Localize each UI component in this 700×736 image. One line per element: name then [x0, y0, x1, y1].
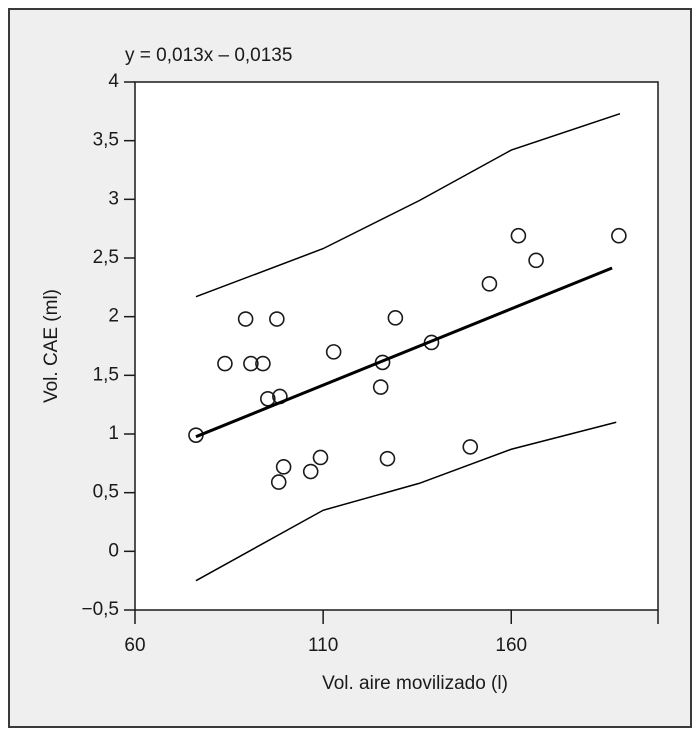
- data-point: [481, 276, 498, 292]
- data-point: [528, 252, 544, 269]
- y-tick-label: −0,5: [81, 599, 119, 620]
- y-tick-label: 1,5: [93, 364, 119, 385]
- y-tick-label: 4: [108, 71, 119, 92]
- x-tick-label: 110: [308, 635, 338, 656]
- data-point: [379, 450, 396, 467]
- y-tick-label: 1: [108, 423, 119, 444]
- data-point: [270, 474, 287, 490]
- annotation: y = 0,013x – 0,0135: [125, 45, 292, 66]
- x-tick-label: 60: [124, 635, 145, 656]
- y-tick-label: 3,5: [93, 130, 119, 151]
- y-tick-label: 0,5: [93, 482, 119, 503]
- data-point: [312, 449, 329, 466]
- y-tick-label: 2: [108, 306, 119, 327]
- y-tick-label: 3: [108, 188, 119, 209]
- data-point: [387, 310, 404, 326]
- y-tick-label: 2,5: [93, 247, 119, 268]
- data-point: [462, 439, 479, 455]
- plot-area: [134, 81, 659, 611]
- data-point: [372, 379, 389, 395]
- line: [195, 112, 621, 298]
- y-axis-label: Vol. CAE (ml): [41, 289, 62, 403]
- x-axis-label: Vol. aire movilizado (l): [322, 673, 508, 694]
- data-point: [269, 311, 285, 327]
- data-point: [510, 227, 527, 244]
- data-point: [611, 227, 627, 244]
- data-point: [325, 344, 342, 360]
- data-point: [217, 355, 233, 372]
- y-tick-label: 0: [108, 540, 119, 561]
- data-point: [302, 463, 319, 480]
- data-point: [260, 390, 276, 407]
- data-point: [275, 459, 292, 475]
- data-point: [255, 355, 271, 372]
- data-point: [237, 311, 254, 327]
- line: [195, 266, 613, 439]
- data-point: [243, 355, 259, 372]
- x-tick-label: 160: [495, 635, 527, 656]
- line: [195, 421, 617, 582]
